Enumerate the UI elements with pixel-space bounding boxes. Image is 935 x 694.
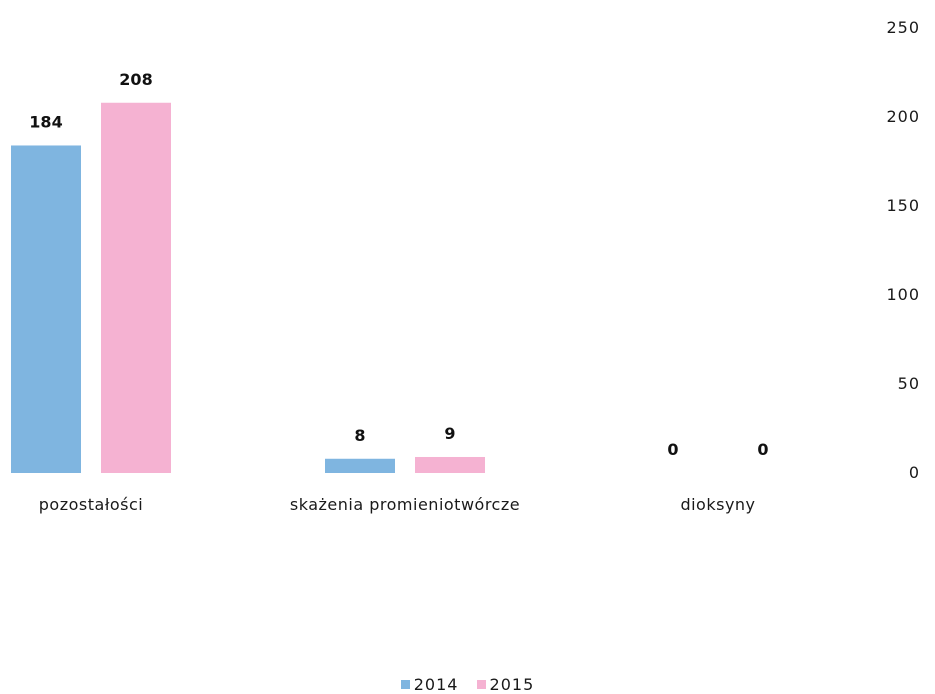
- y-tick-250: 250: [886, 18, 920, 37]
- legend-label-2014: 2014: [413, 675, 459, 694]
- bar-2015-0: [101, 102, 171, 473]
- bar-2014-1: [325, 458, 395, 473]
- category-labels: pozostałości skażenia promieniotwórcze dio…: [39, 495, 755, 514]
- legend-item-2014: 2014: [400, 675, 459, 694]
- legend-label-2015: 2015: [489, 675, 535, 694]
- y-tick-150: 150: [886, 196, 920, 215]
- data-label-2015-0: 208: [119, 70, 152, 89]
- data-label-2015-1: 9: [444, 424, 455, 443]
- bars-group: [11, 102, 485, 474]
- legend: 2014 2015: [0, 674, 935, 694]
- legend-item-2015: 2015: [476, 675, 535, 694]
- category-label-1: skażenia promieniotwórcze: [290, 495, 520, 514]
- data-label-2015-2: 0: [757, 440, 768, 459]
- y-tick-100: 100: [886, 285, 920, 304]
- y-tick-0: 0: [909, 463, 920, 482]
- data-label-2014-0: 184: [29, 112, 62, 131]
- data-labels-group: 184 208 8 9 0 0: [29, 70, 768, 459]
- data-label-2014-2: 0: [667, 440, 678, 459]
- legend-swatch-2014: [400, 680, 410, 689]
- bar-2015-1: [415, 456, 485, 473]
- bar-2014-0: [11, 145, 81, 474]
- y-tick-50: 50: [898, 374, 920, 393]
- category-label-2: dioksyny: [680, 495, 755, 514]
- category-label-0: pozostałości: [39, 495, 143, 514]
- data-label-2014-1: 8: [354, 426, 365, 445]
- y-axis-ticks: 0 50 100 150 200 250: [886, 18, 920, 482]
- legend-swatch-2015: [476, 680, 486, 689]
- y-tick-200: 200: [886, 107, 920, 126]
